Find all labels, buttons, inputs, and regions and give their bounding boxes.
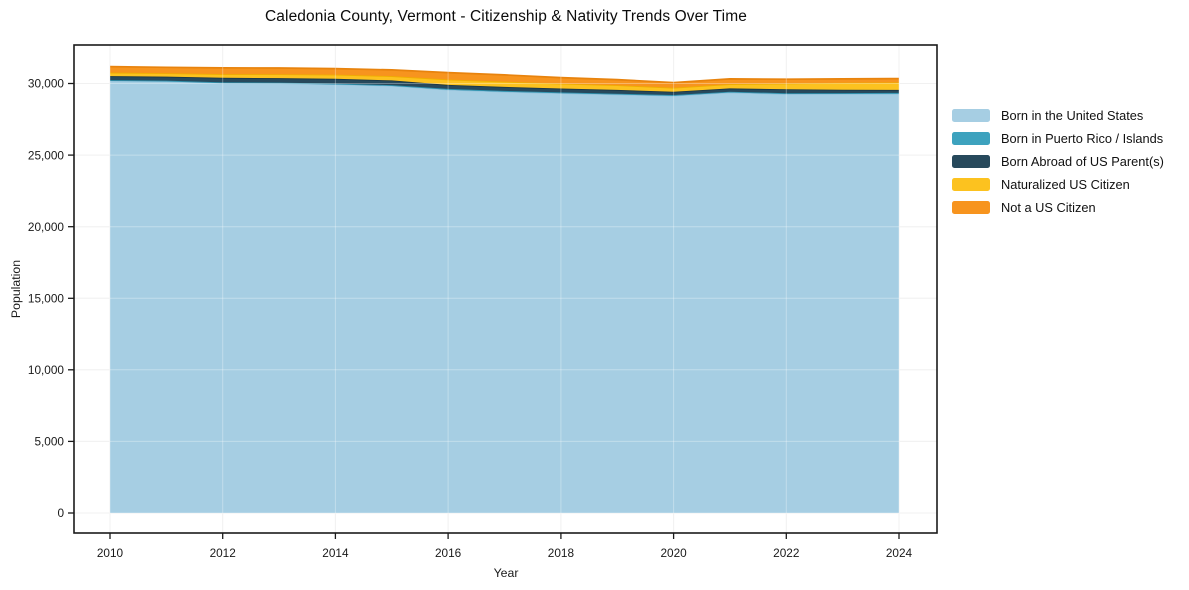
y-tick-label: 30,000 xyxy=(28,77,65,91)
chart-title: Caledonia County, Vermont - Citizenship … xyxy=(265,8,747,25)
x-tick-label: 2010 xyxy=(97,546,124,560)
legend-label: Born Abroad of US Parent(s) xyxy=(1001,153,1164,169)
legend: Born in the United States Born in Puerto… xyxy=(952,107,1164,215)
legend-label: Not a US Citizen xyxy=(1001,199,1096,215)
y-tick-label: 10,000 xyxy=(28,363,65,377)
legend-item: Naturalized US Citizen xyxy=(952,176,1164,192)
legend-swatch-puerto-rico-icon xyxy=(952,131,990,145)
legend-item: Born in the United States xyxy=(952,107,1164,123)
x-tick-label: 2012 xyxy=(210,546,236,560)
legend-swatch-not-citizen-icon xyxy=(952,200,990,214)
legend-item: Not a US Citizen xyxy=(952,199,1164,215)
legend-swatch-born-abroad-icon xyxy=(952,154,990,168)
area-born-in-the-united-states xyxy=(110,80,899,513)
y-tick-label: 5,000 xyxy=(34,435,64,449)
legend-label: Naturalized US Citizen xyxy=(1001,176,1130,192)
legend-item: Born Abroad of US Parent(s) xyxy=(952,153,1164,169)
legend-item: Born in Puerto Rico / Islands xyxy=(952,130,1164,146)
y-tick-label: 15,000 xyxy=(28,291,65,305)
legend-swatch-born-in-us-icon xyxy=(952,108,990,122)
x-tick-label: 2022 xyxy=(773,546,799,560)
legend-swatch-naturalized-icon xyxy=(952,177,990,191)
legend-label: Born in Puerto Rico / Islands xyxy=(1001,130,1164,146)
area-not-a-us-citizen xyxy=(110,66,899,88)
x-axis-title: Year xyxy=(493,566,519,580)
x-tick-label: 2020 xyxy=(660,546,687,560)
y-tick-label: 20,000 xyxy=(28,220,65,234)
x-tick-label: 2016 xyxy=(435,546,462,560)
legend-label: Born in the United States xyxy=(1001,107,1144,123)
y-tick-label: 0 xyxy=(57,506,64,520)
plot-frame xyxy=(73,44,938,534)
x-tick-label: 2014 xyxy=(322,546,349,560)
x-tick-label: 2024 xyxy=(886,546,913,560)
y-tick-label: 25,000 xyxy=(28,148,65,162)
line-not-a-us-citizen xyxy=(109,65,900,84)
x-tick-label: 2018 xyxy=(548,546,575,560)
y-axis-title: Population xyxy=(9,259,23,319)
